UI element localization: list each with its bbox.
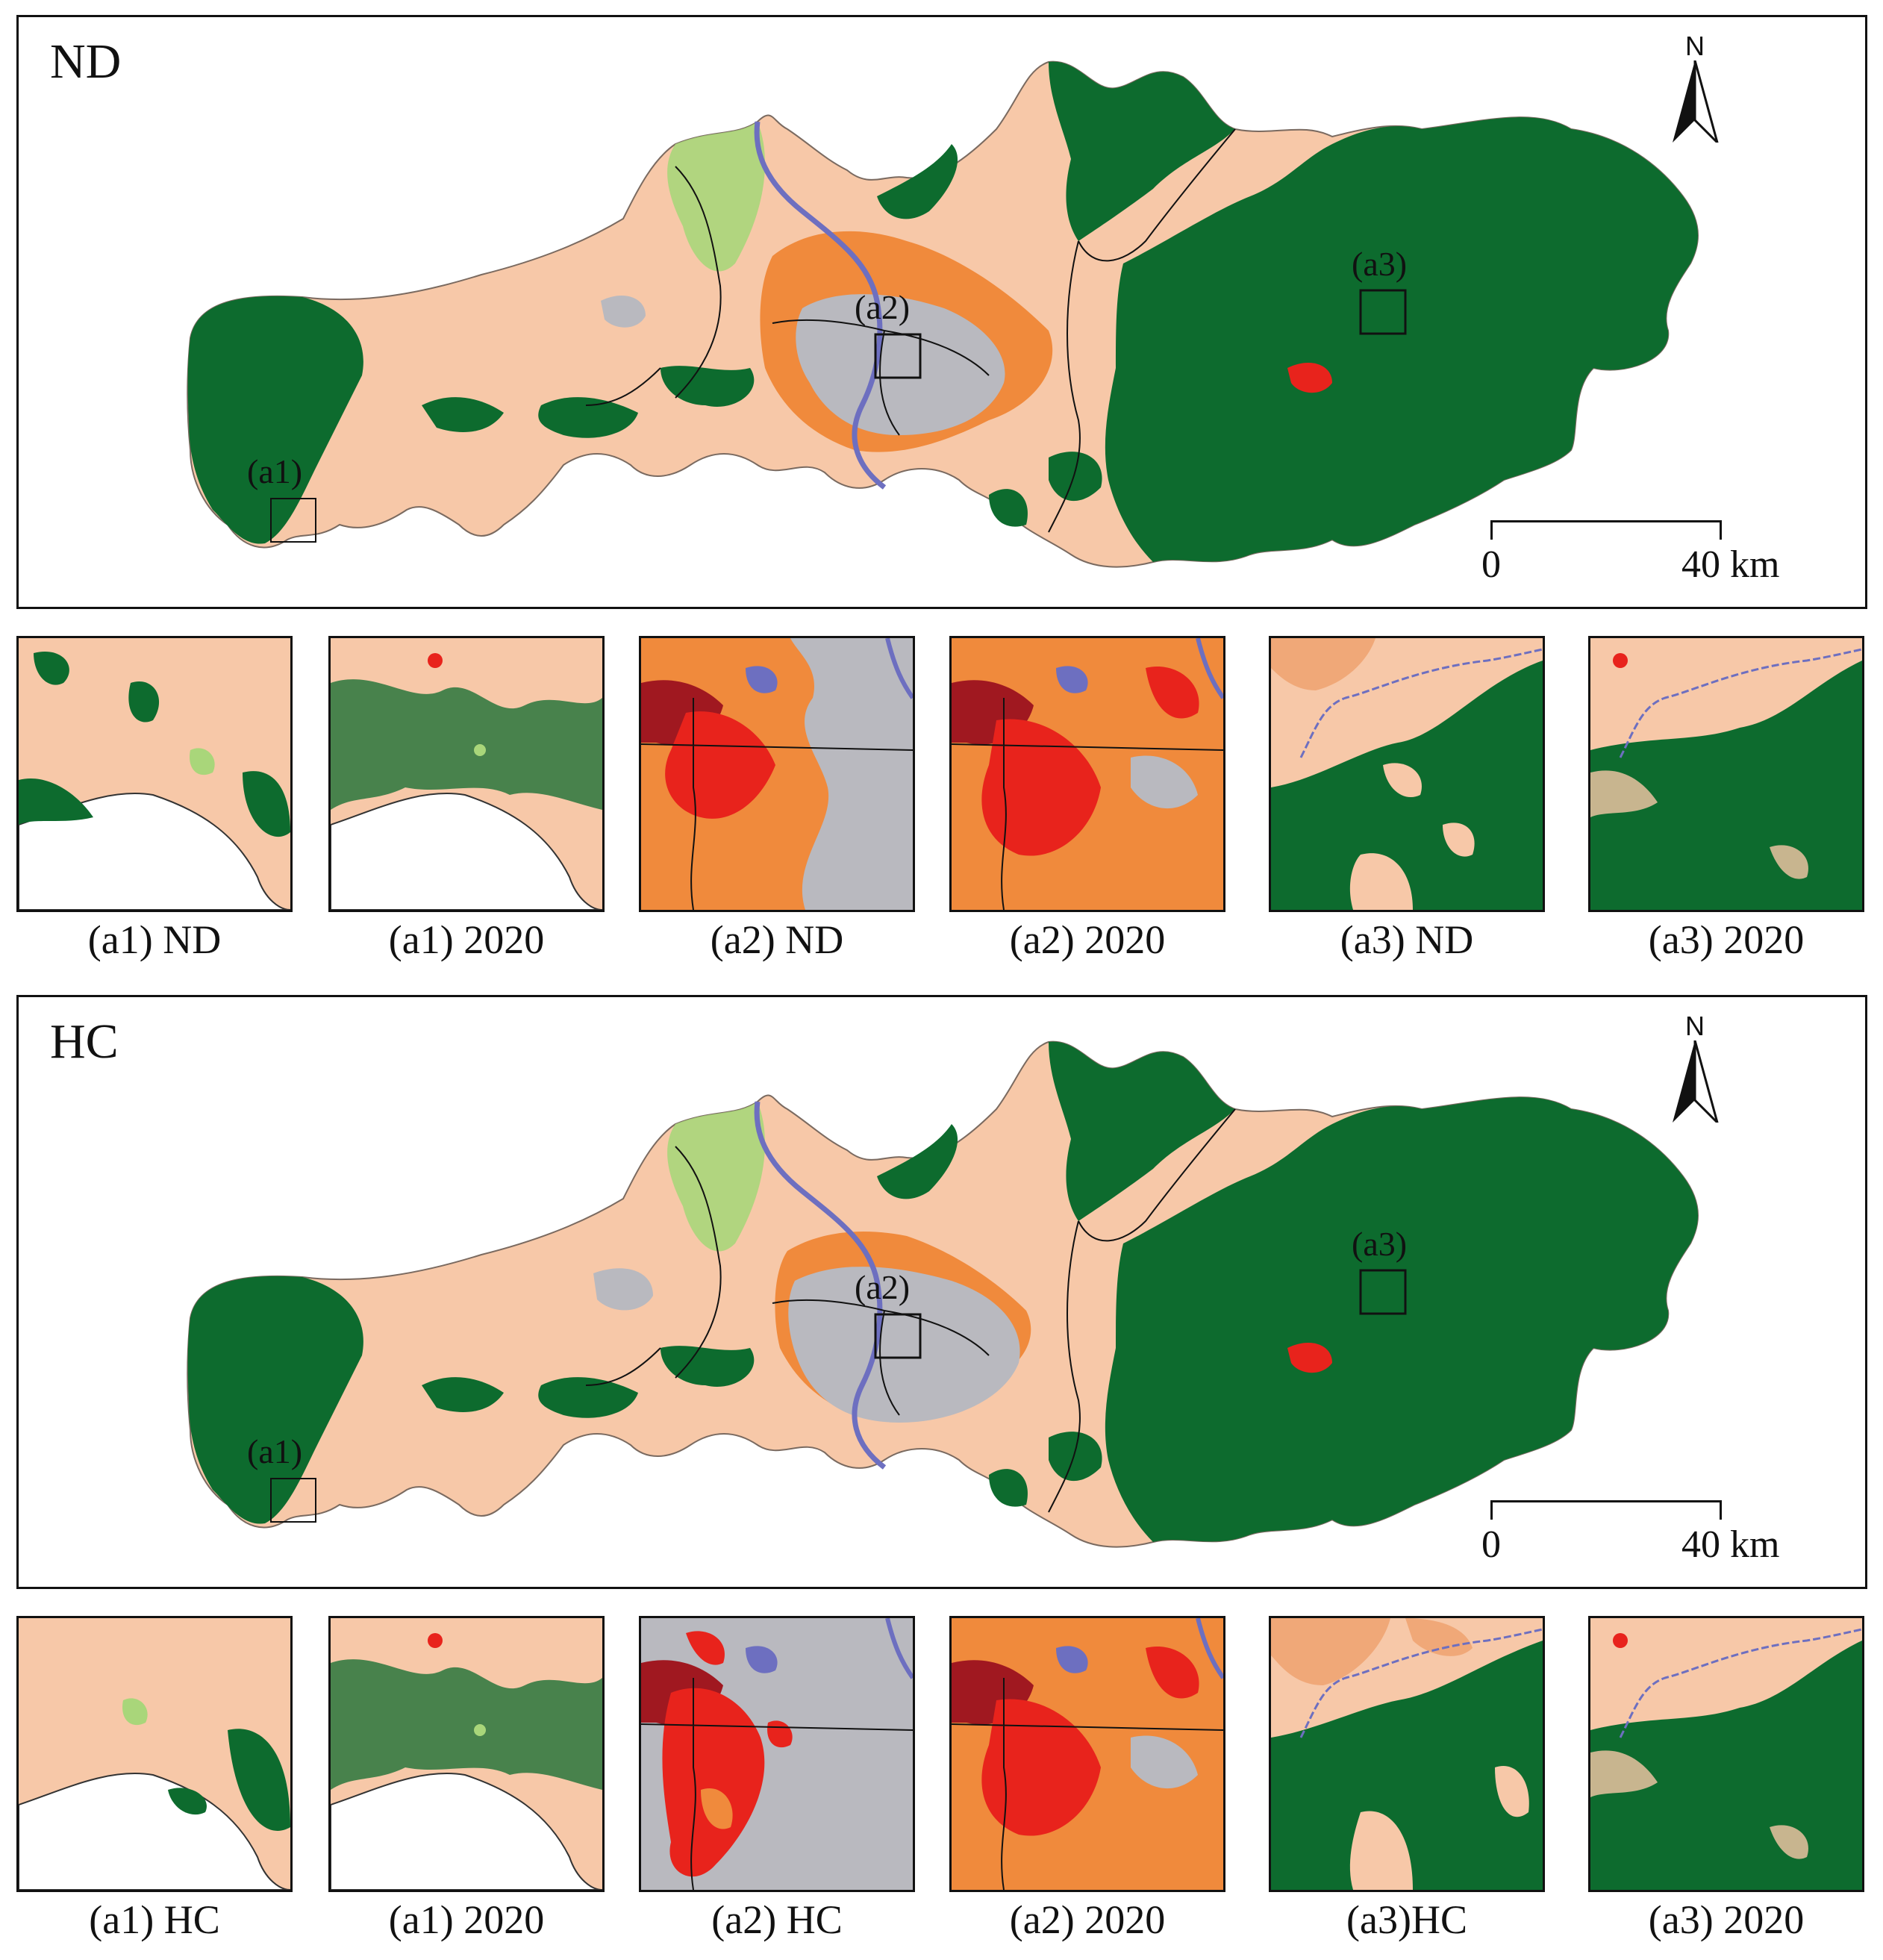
- study-area-map-nd: [187, 60, 1699, 568]
- urban-gray-core: [796, 294, 1005, 435]
- forest-patches: [422, 1124, 1102, 1507]
- urban-gray-core: [788, 1267, 1020, 1423]
- caption-a3-nd: (a3) ND: [1340, 917, 1474, 962]
- inset-box-a3: [1359, 1269, 1407, 1315]
- thumb-a2-2020-hc: [949, 1616, 1225, 1892]
- thumb-a2-2020-nd: [949, 636, 1225, 912]
- inset-label-a1: (a1): [247, 452, 303, 490]
- scale-line: [1490, 520, 1722, 540]
- river: [754, 1101, 887, 1470]
- thumb-a1-2020-hc: [328, 1616, 605, 1892]
- river: [754, 121, 887, 490]
- caption-a3-2020-hc: (a3) 2020: [1648, 1897, 1805, 1942]
- inset-box-a2: [874, 333, 922, 379]
- region-east-forest: [1105, 1097, 1698, 1542]
- inset-label-a2: (a2): [855, 1268, 911, 1306]
- forest-patches: [422, 144, 1102, 527]
- scenario-label: HC: [50, 1014, 119, 1069]
- thumb-a3-hc: [1269, 1616, 1545, 1892]
- caption-a2-hc: (a2) HC: [711, 1897, 843, 1942]
- inset-box-a2: [874, 1313, 922, 1359]
- thumb-a3-2020-hc: [1588, 1616, 1864, 1892]
- thumb-a1-hc: [16, 1616, 293, 1892]
- region-west-forest: [187, 1276, 363, 1524]
- urban-red-east: [1287, 362, 1332, 393]
- urban-red-east: [1287, 1342, 1332, 1373]
- urban-gray-west: [593, 1268, 653, 1311]
- caption-a3-2020-nd: (a3) 2020: [1648, 917, 1805, 962]
- map-frame-hc: HC (a1) (a2) (a3) N 0 40 km: [16, 995, 1867, 1589]
- thumb-a1-nd: [16, 636, 293, 912]
- study-area-map-hc: [187, 1040, 1699, 1548]
- caption-a2-2020-hc: (a2) 2020: [1009, 1897, 1166, 1942]
- thumb-a1-2020-nd: [328, 636, 605, 912]
- north-letter: N: [1685, 31, 1705, 61]
- inset-label-a1: (a1): [247, 1432, 303, 1470]
- urban-gray-west: [601, 295, 646, 328]
- inset-label-a2: (a2): [855, 288, 911, 326]
- scale-line: [1490, 1500, 1722, 1520]
- map-frame-nd: ND (a1) (a2) (a3) N 0 40 km: [16, 15, 1867, 609]
- caption-a1-nd: (a1) ND: [87, 917, 222, 962]
- thumb-a3-2020-nd: [1588, 636, 1864, 912]
- thumb-a2-hc: [639, 1616, 915, 1892]
- region-ne-forest: [1049, 61, 1235, 242]
- north-arrow: N: [1658, 1011, 1732, 1137]
- inset-label-a3: (a3): [1352, 1225, 1408, 1263]
- caption-a1-hc: (a1) HC: [89, 1897, 220, 1942]
- scale-max: 40 km: [1681, 543, 1780, 586]
- scale-bar: 0 40 km: [1465, 1482, 1779, 1579]
- caption-a1-2020-nd: (a1) 2020: [388, 917, 545, 962]
- scale-zero: 0: [1481, 543, 1501, 586]
- inset-box-a1: [270, 498, 316, 543]
- north-letter: N: [1685, 1011, 1705, 1041]
- district-boundaries: [585, 128, 1236, 533]
- inset-box-a1: [270, 1478, 316, 1523]
- region-west-forest: [187, 296, 363, 544]
- region-grassland: [667, 1102, 765, 1252]
- north-arrow-icon: [1673, 1040, 1719, 1123]
- scenario-label: ND: [50, 34, 122, 89]
- caption-a2-2020-nd: (a2) 2020: [1009, 917, 1166, 962]
- north-arrow-icon: [1673, 60, 1719, 143]
- scale-bar: 0 40 km: [1465, 502, 1779, 599]
- scale-zero: 0: [1481, 1523, 1501, 1566]
- inset-box-a3: [1359, 289, 1407, 335]
- region-east-forest: [1105, 117, 1698, 563]
- caption-a1-2020-hc: (a1) 2020: [388, 1897, 545, 1942]
- north-arrow: N: [1658, 31, 1732, 157]
- region-grassland: [667, 122, 765, 272]
- thumb-a2-nd: [639, 636, 915, 912]
- scale-max: 40 km: [1681, 1523, 1780, 1566]
- region-ne-forest: [1049, 1041, 1235, 1221]
- inset-label-a3: (a3): [1352, 245, 1408, 283]
- caption-a2-nd: (a2) ND: [710, 917, 844, 962]
- district-boundaries: [585, 1108, 1236, 1513]
- thumb-a3-nd: [1269, 636, 1545, 912]
- caption-a3-hc: (a3)HC: [1346, 1897, 1467, 1942]
